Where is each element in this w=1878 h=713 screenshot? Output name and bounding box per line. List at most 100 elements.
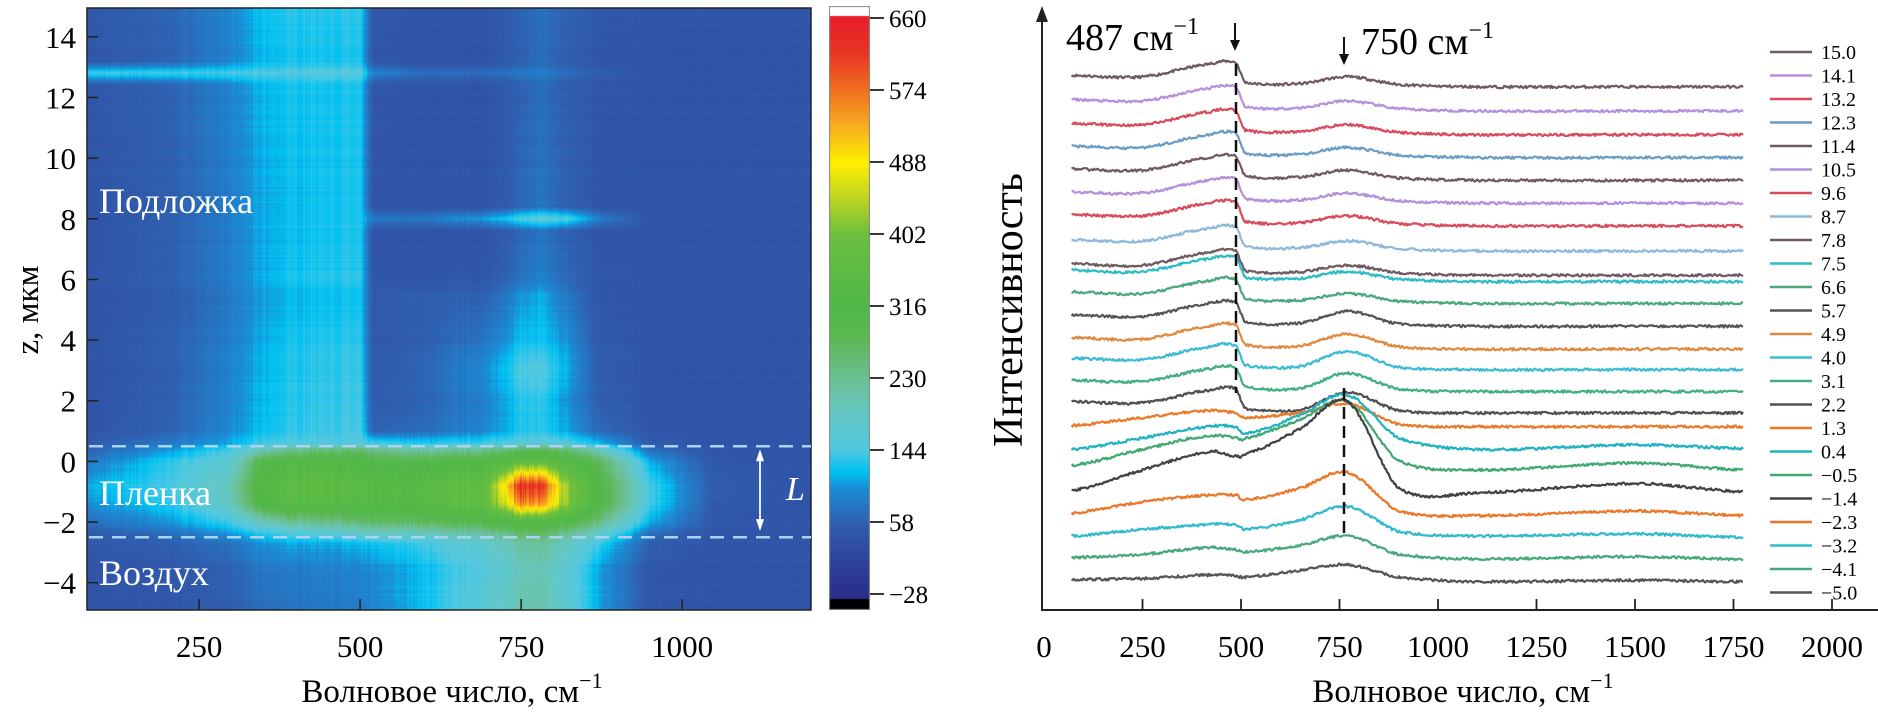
colorbar-tick-label: 230 (889, 366, 927, 393)
legend-item: 2.2 (1770, 395, 1846, 417)
legend-item: −5.0 (1770, 583, 1857, 605)
legend-label: 12.3 (1821, 113, 1856, 135)
spectrum-line-4.0 (1071, 341, 1744, 373)
annotation-487: 487 см−1 (1066, 14, 1199, 59)
legend-label: 13.2 (1821, 89, 1856, 111)
spectrum-line-9.6 (1071, 198, 1744, 229)
spectra-panel: 0 250 500 750 1000 1250 1500 1750 2000 487 см−1 … (986, 6, 1878, 710)
y-tick-label: 14 (45, 20, 77, 55)
heatmap-frame (86, 7, 812, 611)
x-axis-label-text: Волновое число, см (301, 674, 579, 710)
x-axis-label-text: Волновое число, см (1312, 674, 1590, 710)
x-tick-label: 1000 (651, 629, 713, 664)
legend-label: 9.6 (1821, 183, 1846, 205)
legend-item: 15.0 (1770, 42, 1856, 64)
annotation-487-sup: −1 (1173, 14, 1199, 40)
legend-label: 15.0 (1821, 42, 1856, 64)
thickness-arrow (756, 449, 764, 532)
colorbar (829, 6, 870, 610)
annotation-487-text: 487 см (1066, 17, 1173, 59)
spectrum-line-7.5 (1070, 254, 1744, 284)
legend-item: 0.4 (1770, 442, 1846, 464)
legend-label: 7.8 (1821, 230, 1846, 252)
legend-label: 5.7 (1821, 301, 1846, 323)
x-tick-label: 750 (498, 629, 545, 664)
legend-item: 14.1 (1770, 66, 1856, 88)
legend-item: 4.0 (1770, 348, 1846, 370)
x-tick-label: 1500 (1604, 629, 1666, 664)
spectrum-line-5.7 (1070, 298, 1744, 329)
legend-label: 10.5 (1821, 160, 1856, 182)
y-tick-label: 12 (45, 80, 76, 115)
legend-item: 4.9 (1770, 324, 1846, 346)
legend-item: 7.8 (1770, 230, 1846, 252)
spectra-x-ticks: 0 250 500 750 1000 1250 1500 1750 2000 (1036, 599, 1863, 664)
legend-item: −1.4 (1770, 489, 1857, 511)
y-tick-label: 2 (61, 384, 77, 419)
heatmap-image (87, 8, 811, 610)
arrow-down-icon (1230, 23, 1240, 51)
x-tick-label: 250 (176, 629, 223, 664)
legend-label: 3.1 (1821, 371, 1846, 393)
x-tick-label: 1750 (1703, 629, 1765, 664)
x-tick-label: 1000 (1407, 629, 1469, 664)
colorbar-tick-label: 58 (889, 510, 914, 537)
spectrum-line-12.3 (1071, 129, 1744, 160)
arrow-down-icon (756, 519, 764, 532)
legend-item: 6.6 (1770, 277, 1846, 299)
annotation-750: 750 см−1 (1361, 18, 1494, 63)
spectra-x-axis-label: Волновое число, см−1 (1312, 668, 1613, 710)
legend-item: 12.3 (1770, 113, 1856, 135)
region-label-substrate: Подложка (99, 181, 253, 221)
legend-label: 6.6 (1821, 277, 1846, 299)
spectrum-line-−1.4 (1071, 398, 1744, 499)
colorbar-tick-label: 574 (889, 78, 927, 105)
legend-label: 4.0 (1821, 348, 1846, 370)
legend-item: 11.4 (1770, 136, 1855, 158)
y-tick-label: 6 (61, 262, 77, 297)
legend-label: 2.2 (1821, 395, 1846, 417)
x-axis-label-sup: −1 (579, 668, 602, 693)
legend-label: 14.1 (1821, 66, 1856, 88)
legend-item: 1.3 (1770, 418, 1846, 440)
spectrum-line-4.9 (1071, 321, 1744, 352)
x-tick-label: 500 (337, 629, 384, 664)
legend-item: 8.7 (1770, 207, 1846, 229)
spectrum-line-14.1 (1071, 83, 1744, 114)
spectrum-line-7.8 (1071, 247, 1744, 278)
legend-item: 3.1 (1770, 371, 1846, 393)
legend-item: −4.1 (1770, 559, 1857, 581)
heatmap-y-axis-label: z, мкм (10, 265, 46, 354)
spectrum-line-−4.1 (1070, 533, 1744, 562)
legend-label: 4.9 (1821, 324, 1846, 346)
legend-item: 9.6 (1770, 183, 1846, 205)
y-axis-arrow-icon (1036, 6, 1048, 22)
spectrum-line-10.5 (1071, 175, 1744, 206)
annotation-750-sup: −1 (1468, 18, 1494, 44)
legend-item: −3.2 (1770, 536, 1857, 558)
colorbar-tick-label: 144 (889, 438, 927, 465)
legend-item: 5.7 (1770, 301, 1846, 323)
spectrum-line-0.4 (1070, 392, 1744, 452)
legend-label: −1.4 (1821, 489, 1857, 511)
heatmap-ticks: 250 500 750 1000 14 12 10 8 6 4 2 0 −2 −4 (43, 20, 713, 664)
spectrum-line-11.4 (1071, 152, 1744, 183)
x-tick-label: 0 (1036, 629, 1052, 664)
annotation-750-text: 750 см (1361, 21, 1468, 63)
spectrum-line-−5.0 (1070, 562, 1744, 585)
y-tick-label: −4 (43, 566, 76, 601)
legend-item: −0.5 (1770, 465, 1857, 487)
spectrum-line-1.3 (1070, 401, 1744, 430)
y-tick-label: 0 (61, 444, 77, 479)
legend-label: 1.3 (1821, 418, 1846, 440)
x-axis-label-sup: −1 (1590, 668, 1613, 693)
colorbar-tick-label: 316 (889, 294, 927, 321)
colorbar-tick-label: 402 (889, 222, 927, 249)
x-tick-label: 2000 (1801, 629, 1863, 664)
legend-label: 11.4 (1821, 136, 1855, 158)
spectrum-line-−0.5 (1070, 397, 1744, 473)
arrow-up-icon (756, 449, 764, 462)
legend-item: 10.5 (1770, 160, 1856, 182)
